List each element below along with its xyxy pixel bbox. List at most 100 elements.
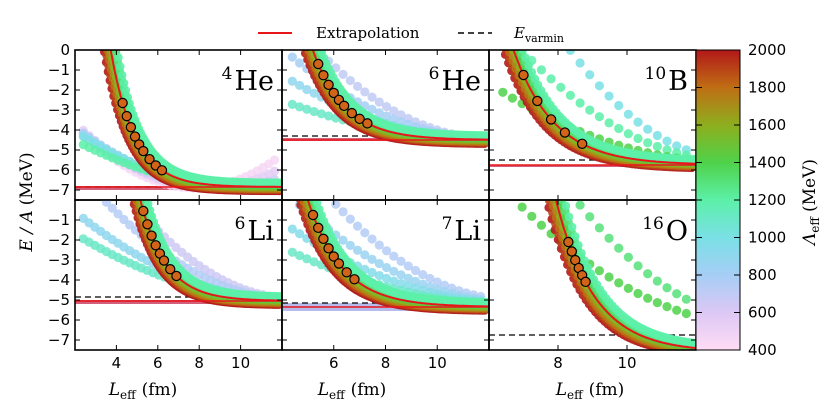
data-point-lambda-700: [389, 106, 399, 116]
data-point-lambda-950: [389, 276, 399, 286]
x-tick-label: 10: [231, 354, 250, 372]
nucleus-element: O: [666, 216, 688, 247]
colorbar-tick-label: 1800: [748, 79, 786, 97]
panel-content: [75, 200, 282, 309]
data-point-lambda-1000: [623, 109, 633, 119]
data-point-lambda-800: [367, 104, 377, 114]
nucleus-label: 4He: [222, 64, 274, 97]
data-point-lambda-1100: [309, 106, 319, 117]
data-point-fit: [165, 263, 176, 275]
data-point-fit: [563, 236, 574, 248]
data-point-lambda-700: [367, 92, 377, 102]
nucleus-label: 6Li: [235, 214, 275, 247]
nucleus-element: He: [234, 66, 274, 97]
data-point-fit: [518, 69, 529, 81]
x-axis-label-3: Leff (fm): [555, 380, 625, 402]
y-tick-label: −3: [48, 251, 70, 269]
data-point-fit: [341, 267, 352, 278]
data-point-lambda-550: [269, 166, 280, 176]
data-point-fit: [328, 251, 339, 262]
x-axis-label-main: L: [317, 380, 329, 400]
data-point-lambda-850: [352, 245, 363, 255]
data-point-lambda-750: [403, 261, 413, 271]
y-axis-label-unit: (MeV): [17, 152, 37, 205]
data-point-fit: [328, 87, 339, 99]
data-point-lambda-700: [374, 97, 384, 107]
data-point-lambda-750: [418, 270, 428, 280]
data-point-lambda-1200: [485, 131, 489, 140]
data-point-lambda-1200: [623, 129, 633, 139]
data-point-lambda-1300: [672, 289, 682, 299]
data-point-lambda-1100: [302, 254, 312, 264]
data-point-fit: [117, 97, 128, 109]
data-point-lambda-1200: [121, 86, 131, 95]
data-point-lambda-750: [425, 273, 435, 284]
data-point-lambda-1400: [507, 93, 518, 103]
x-tick-label: 10: [617, 354, 636, 372]
data-point-lambda-750: [389, 251, 399, 261]
data-point-lambda-1100: [294, 102, 305, 112]
data-point-lambda-1300: [652, 276, 662, 286]
data-point-lambda-1300: [575, 200, 585, 210]
data-point-lambda-700: [345, 75, 355, 86]
data-point-lambda-1000: [575, 58, 585, 68]
data-point-lambda-950: [381, 273, 392, 283]
data-point-lambda-1000: [652, 130, 662, 141]
data-point-lambda-750: [381, 246, 392, 256]
nucleus-mass: 16: [642, 214, 664, 234]
y-tick-label: −1: [48, 211, 70, 229]
data-point-lambda-1200: [527, 67, 537, 77]
data-point-lambda-800: [374, 108, 384, 118]
data-point-lambda-750: [113, 209, 123, 219]
data-point-lambda-1200: [117, 70, 127, 80]
data-point-lambda-1400: [517, 202, 527, 212]
data-point-lambda-900: [302, 84, 312, 95]
y-tick-label: −7: [48, 331, 70, 349]
data-point-fit: [138, 205, 149, 217]
legend-varmin-label: Evarmin: [513, 24, 564, 45]
x-axis-label-sub: eff: [567, 388, 584, 402]
data-point-lambda-1400: [623, 283, 633, 293]
data-point-lambda-1400: [594, 266, 605, 276]
data-point-fit: [333, 258, 345, 269]
colorbar-bar: [695, 49, 741, 351]
data-point-fit: [150, 240, 161, 251]
y-tick-label: −2: [48, 81, 70, 99]
y-tick-label: 0: [60, 41, 70, 59]
data-point-lambda-850: [389, 266, 399, 276]
data-point-lambda-850: [410, 276, 421, 286]
data-point-lambda-1200: [524, 60, 533, 70]
data-point-fit: [346, 107, 358, 119]
colorbar-label-sub: eff: [808, 216, 822, 233]
data-point-lambda-1200: [585, 105, 595, 115]
data-point-lambda-1200: [279, 179, 282, 187]
data-point-lambda-1200: [115, 62, 125, 71]
data-point-lambda-1200: [561, 201, 571, 211]
x-axis-label-main: L: [555, 380, 567, 400]
data-point-lambda-750: [338, 207, 348, 217]
data-point-fit: [156, 165, 168, 176]
y-tick-label: −4: [48, 271, 70, 289]
colorbar-label: Λeff(MeV): [800, 159, 822, 247]
data-point-lambda-1100: [323, 111, 334, 121]
colorbar-tick-label: 600: [748, 304, 777, 322]
y-tick-label: −6: [48, 161, 70, 179]
colorbar-label-symbol: Λ: [800, 233, 820, 247]
data-point-lambda-1100: [302, 104, 312, 114]
nucleus-element: Li: [247, 216, 274, 247]
data-point-lambda-950: [367, 267, 377, 278]
y-tick-label: −2: [48, 231, 70, 249]
data-point-lambda-1200: [633, 133, 643, 144]
data-point-lambda-750: [410, 265, 421, 276]
data-point-fit: [146, 230, 157, 241]
data-point-lambda-850: [360, 250, 370, 260]
data-point-lambda-850: [338, 235, 348, 245]
nucleus-element: He: [441, 66, 481, 97]
y-tick-label: −3: [48, 101, 70, 119]
panel-content: [282, 50, 489, 148]
data-point-lambda-1100: [294, 250, 305, 261]
data-point-lambda-750: [352, 221, 363, 231]
data-point-lambda-1400: [681, 308, 691, 319]
